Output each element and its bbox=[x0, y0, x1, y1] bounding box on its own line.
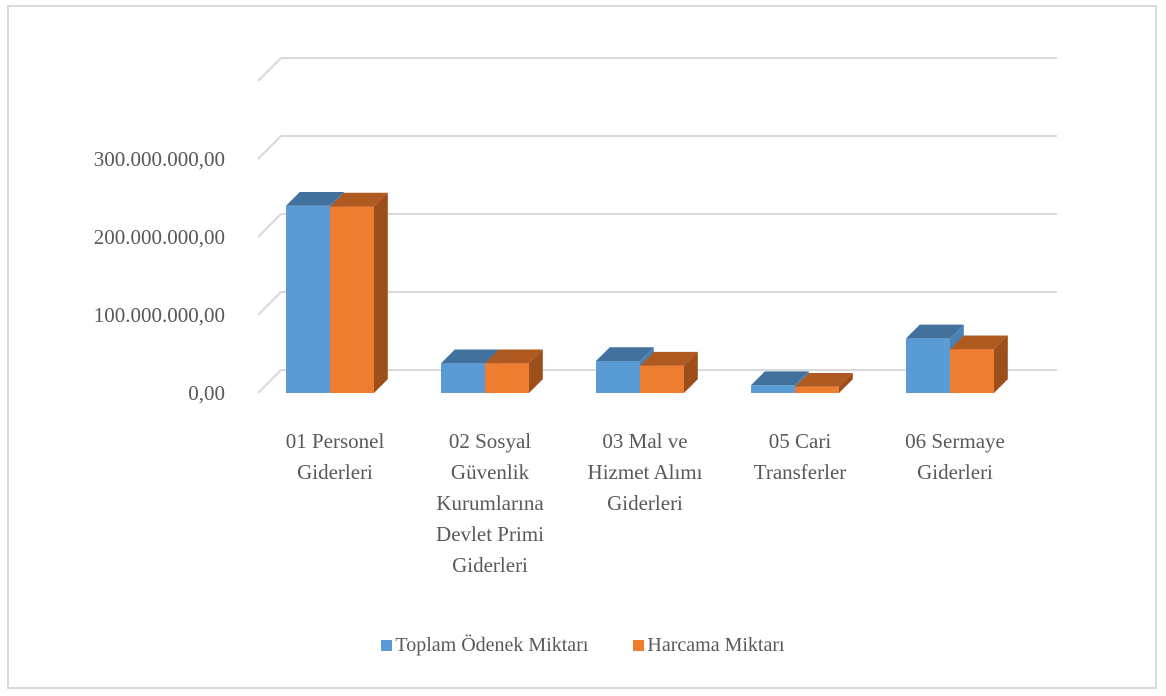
bar-front bbox=[795, 386, 839, 393]
legend-swatch-series-1 bbox=[381, 640, 393, 651]
category-labels: 01 Personel Giderleri 02 Sosyal Güvenlik Kur… bbox=[286, 429, 1005, 577]
legend-label-series-1: Toplam Ödenek Miktarı bbox=[395, 634, 589, 656]
legend: Toplam Ödenek Miktarı Harcama Miktarı bbox=[0, 634, 1166, 657]
legend-label-series-2: Harcama Miktarı bbox=[647, 634, 785, 656]
category-label: 01 Personel Giderleri bbox=[286, 429, 385, 484]
gridline-diagonal bbox=[257, 213, 282, 238]
category-label: 03 Mal ve Hizmet Alımı Giderleri bbox=[588, 429, 703, 515]
y-axis-tick-labels: 0,00 100.000.000,00 200.000.000,00 300.000.… bbox=[94, 147, 225, 405]
bar-top bbox=[441, 349, 499, 364]
legend-item-series-1: Toplam Ödenek Miktarı bbox=[381, 634, 588, 657]
bar bbox=[906, 324, 964, 393]
y-tick-label: 100.000.000,00 bbox=[94, 303, 225, 327]
y-tick-label: 300.000.000,00 bbox=[94, 147, 225, 171]
bar-front bbox=[640, 365, 684, 393]
bar bbox=[950, 335, 1008, 393]
bar-top bbox=[795, 372, 853, 387]
bar-top bbox=[906, 324, 964, 339]
gridline-diagonal bbox=[257, 135, 282, 160]
bar bbox=[485, 349, 543, 393]
bar-side bbox=[529, 349, 543, 393]
bar bbox=[795, 372, 853, 393]
bar-side bbox=[839, 372, 853, 393]
bar-top bbox=[950, 335, 1008, 350]
bar-top bbox=[485, 349, 543, 364]
bar-front bbox=[330, 206, 374, 393]
category-label: 06 Sermaye Giderleri bbox=[905, 429, 1005, 484]
bar-top bbox=[596, 347, 654, 362]
bar-top bbox=[640, 351, 698, 366]
bar-top bbox=[286, 192, 344, 206]
bar-front bbox=[906, 338, 950, 393]
bar-top bbox=[330, 192, 388, 207]
category-label: 05 Cari Transferler bbox=[754, 429, 847, 484]
gridline-diagonal bbox=[257, 291, 282, 316]
bar-top bbox=[751, 371, 809, 386]
gridline-diagonal bbox=[257, 369, 282, 394]
category-label: 02 Sosyal Güvenlik Kurumlarına Devlet Primi… bbox=[436, 429, 544, 577]
legend-item-series-2: Harcama Miktarı bbox=[633, 634, 785, 657]
legend-swatch-series-2 bbox=[633, 640, 645, 651]
bar-front bbox=[950, 349, 994, 393]
bar-side bbox=[684, 351, 698, 393]
bar-front bbox=[286, 205, 330, 393]
bar bbox=[640, 351, 698, 393]
y-tick-label: 0,00 bbox=[188, 381, 225, 405]
bars bbox=[286, 192, 1008, 393]
bar-side bbox=[374, 192, 388, 393]
bar-front bbox=[596, 361, 640, 393]
gridline-diagonal bbox=[257, 57, 282, 82]
y-tick-label: 200.000.000,00 bbox=[94, 225, 225, 249]
bar-front bbox=[751, 385, 795, 393]
bar-side bbox=[994, 335, 1008, 393]
bar-front bbox=[441, 363, 485, 393]
bar-front bbox=[485, 363, 529, 393]
bar bbox=[330, 192, 388, 393]
